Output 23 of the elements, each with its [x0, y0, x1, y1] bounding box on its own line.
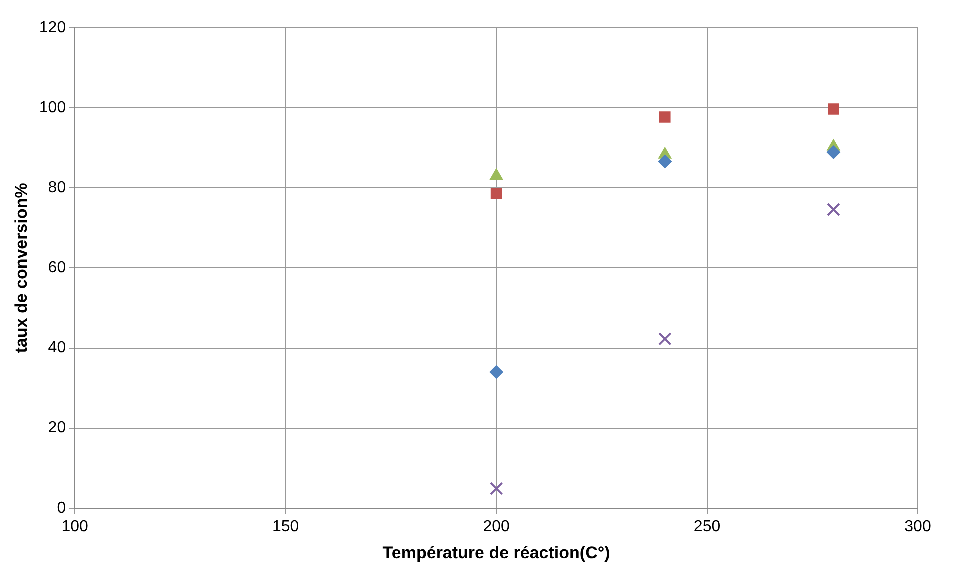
- point: [658, 154, 672, 169]
- point: [826, 146, 841, 160]
- x-tick-label: 250: [694, 518, 721, 536]
- x-tick-label: 100: [62, 518, 89, 536]
- point: [828, 104, 840, 115]
- y-tick-label: 20: [48, 420, 66, 437]
- point: [490, 188, 502, 200]
- y-tick-label: 80: [48, 180, 66, 197]
- point: [490, 365, 504, 380]
- point: [827, 203, 840, 216]
- y-axis-title: taux de conversion%: [12, 183, 31, 354]
- x-tick-label: 200: [483, 518, 510, 536]
- point: [659, 112, 671, 123]
- point: [490, 482, 504, 496]
- point: [658, 332, 672, 346]
- y-tick-label: 120: [39, 19, 66, 36]
- y-tick-label: 100: [39, 99, 66, 116]
- y-tick-label: 60: [48, 260, 66, 277]
- x-tick-label: 150: [272, 518, 300, 536]
- y-tick-label: 40: [48, 340, 66, 357]
- y-tick-label: 0: [57, 500, 66, 517]
- x-tick-label: 300: [904, 518, 932, 536]
- x-axis-title: Température de réaction(C°): [382, 543, 610, 562]
